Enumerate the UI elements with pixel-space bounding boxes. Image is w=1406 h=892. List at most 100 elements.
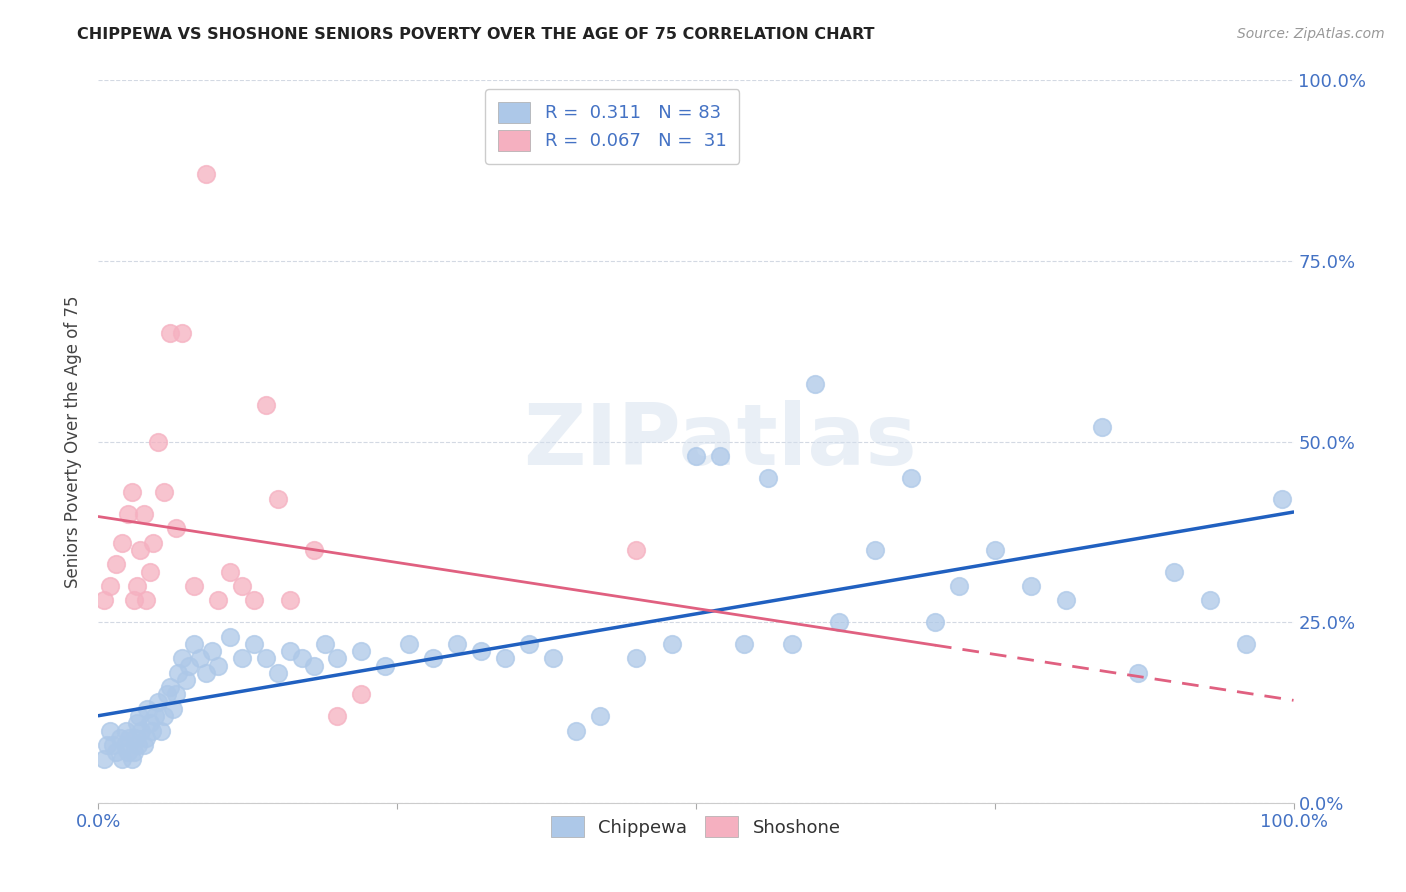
Point: [900, 470, 922, 484]
Point: [132, 507, 155, 521]
Point: [278, 644, 301, 658]
Point: [124, 593, 146, 607]
Point: [167, 665, 190, 680]
Point: [207, 658, 229, 673]
Point: [117, 745, 139, 759]
Point: [219, 630, 242, 644]
Point: [374, 658, 396, 673]
Point: [98, 579, 122, 593]
Point: [98, 723, 122, 738]
Point: [132, 738, 155, 752]
Point: [135, 731, 157, 745]
Point: [93, 593, 115, 607]
Point: [219, 565, 242, 579]
Point: [128, 709, 150, 723]
Point: [149, 723, 172, 738]
Point: [124, 745, 146, 759]
Point: [153, 485, 176, 500]
Point: [101, 738, 124, 752]
Point: [756, 470, 779, 484]
Point: [136, 702, 159, 716]
Point: [117, 507, 139, 521]
Point: [565, 723, 588, 738]
Point: [267, 665, 290, 680]
Point: [105, 745, 128, 759]
Point: [139, 716, 162, 731]
Point: [804, 376, 827, 391]
Point: [350, 644, 373, 658]
Point: [121, 752, 143, 766]
Text: Source: ZipAtlas.com: Source: ZipAtlas.com: [1237, 27, 1385, 41]
Point: [207, 593, 229, 607]
Point: [183, 637, 205, 651]
Point: [111, 535, 134, 549]
Point: [1163, 565, 1185, 579]
Point: [446, 637, 468, 651]
Point: [131, 723, 153, 738]
Point: [148, 695, 170, 709]
Point: [626, 651, 648, 665]
Point: [709, 449, 731, 463]
Legend: Chippewa, Shoshone: Chippewa, Shoshone: [544, 809, 848, 845]
Point: [108, 731, 131, 745]
Point: [254, 651, 277, 665]
Point: [541, 651, 564, 665]
Point: [685, 449, 707, 463]
Point: [865, 542, 887, 557]
Point: [183, 579, 205, 593]
Point: [139, 565, 162, 579]
Point: [172, 326, 194, 340]
Point: [517, 637, 540, 651]
Point: [254, 398, 277, 412]
Point: [1271, 492, 1294, 507]
Point: [162, 702, 184, 716]
Point: [172, 651, 194, 665]
Point: [96, 738, 118, 752]
Point: [115, 723, 138, 738]
Point: [302, 658, 325, 673]
Point: [121, 485, 143, 500]
Point: [231, 579, 253, 593]
Point: [302, 542, 325, 557]
Point: [129, 542, 152, 557]
Point: [188, 651, 211, 665]
Point: [93, 752, 115, 766]
Point: [114, 738, 136, 752]
Point: [159, 326, 181, 340]
Point: [626, 542, 648, 557]
Point: [148, 434, 170, 449]
Point: [326, 709, 349, 723]
Point: [1091, 420, 1114, 434]
Point: [326, 651, 349, 665]
Point: [267, 492, 290, 507]
Point: [142, 535, 165, 549]
Point: [174, 673, 197, 687]
Point: [111, 752, 134, 766]
Point: [179, 658, 201, 673]
Point: [155, 687, 177, 701]
Point: [105, 558, 128, 572]
Point: [165, 521, 187, 535]
Point: [661, 637, 683, 651]
Point: [828, 615, 851, 630]
Point: [291, 651, 314, 665]
Point: [195, 167, 218, 181]
Point: [125, 716, 148, 731]
Text: ZIPatlas: ZIPatlas: [523, 400, 917, 483]
Text: CHIPPEWA VS SHOSHONE SENIORS POVERTY OVER THE AGE OF 75 CORRELATION CHART: CHIPPEWA VS SHOSHONE SENIORS POVERTY OVE…: [77, 27, 875, 42]
Point: [589, 709, 612, 723]
Point: [124, 731, 146, 745]
Point: [135, 593, 157, 607]
Point: [125, 579, 148, 593]
Point: [494, 651, 516, 665]
Point: [278, 593, 301, 607]
Point: [948, 579, 970, 593]
Point: [1234, 637, 1257, 651]
Point: [733, 637, 755, 651]
Point: [1199, 593, 1222, 607]
Point: [422, 651, 444, 665]
Point: [780, 637, 803, 651]
Point: [201, 644, 224, 658]
Point: [195, 665, 218, 680]
Point: [243, 593, 266, 607]
